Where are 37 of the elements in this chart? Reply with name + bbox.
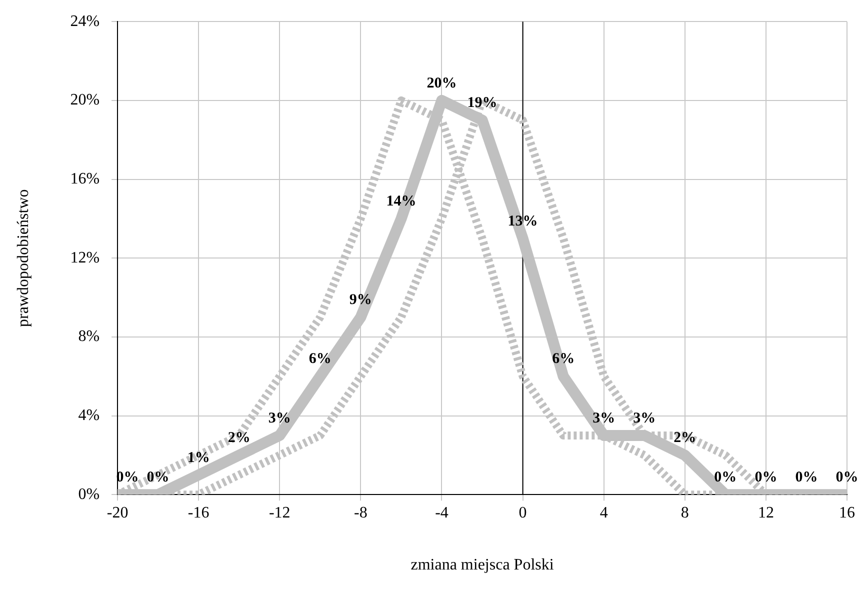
x-tick-label: -12 bbox=[268, 504, 290, 522]
y-axis-title: prawdopodobieństwo bbox=[14, 189, 32, 327]
x-tick-label: 16 bbox=[839, 504, 855, 522]
data-label: 13% bbox=[508, 213, 538, 230]
x-tick-label: -8 bbox=[354, 504, 368, 522]
data-label: 20% bbox=[426, 75, 457, 92]
data-label: 3% bbox=[592, 410, 616, 426]
y-tick-label: 0% bbox=[78, 486, 100, 503]
y-tick-label: 12% bbox=[70, 249, 100, 266]
x-tick-label: 8 bbox=[680, 504, 689, 522]
y-tick-label: 20% bbox=[70, 92, 100, 109]
data-label: 2% bbox=[674, 430, 696, 446]
y-tick-label: 16% bbox=[70, 170, 100, 188]
x-tick-label: -4 bbox=[435, 504, 448, 522]
data-label: 3% bbox=[268, 410, 291, 426]
data-label: 14% bbox=[386, 194, 416, 210]
x-tick-label: -20 bbox=[106, 504, 128, 522]
data-label: 19% bbox=[467, 95, 498, 112]
x-tick-label: 12 bbox=[758, 504, 774, 522]
data-label: 1% bbox=[187, 450, 210, 466]
data-label: 0% bbox=[795, 469, 818, 486]
data-label: 0% bbox=[754, 469, 778, 486]
y-tick-label: 24% bbox=[70, 12, 100, 30]
y-tick-label: 4% bbox=[78, 406, 100, 424]
x-tick-label: 0 bbox=[518, 504, 527, 522]
x-axis-title: zmiana miejsca Polski bbox=[410, 556, 554, 574]
data-label: 6% bbox=[308, 351, 332, 368]
data-label: 0% bbox=[146, 469, 170, 486]
y-tick-label: 8% bbox=[78, 328, 100, 346]
x-tick-label: -16 bbox=[188, 504, 210, 522]
data-label: 9% bbox=[349, 292, 372, 308]
data-label: 3% bbox=[633, 410, 656, 426]
data-label: 2% bbox=[228, 430, 250, 446]
data-label: 0% bbox=[714, 469, 737, 486]
x-tick-label: 4 bbox=[600, 504, 608, 522]
data-label: 0% bbox=[836, 469, 858, 486]
data-label: 6% bbox=[552, 351, 575, 368]
